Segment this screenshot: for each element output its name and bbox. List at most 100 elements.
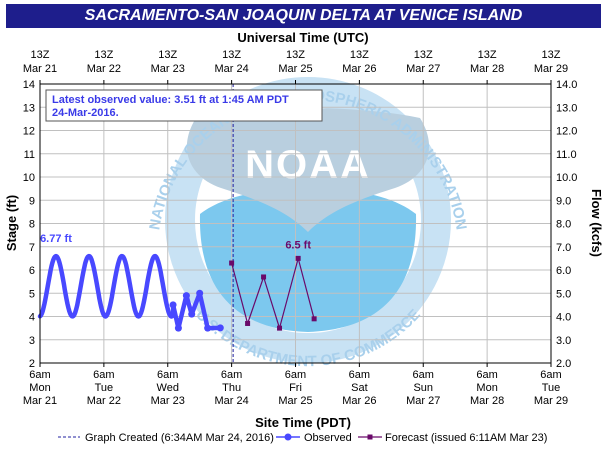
- chart-title: SACRAMENTO-SAN JOAQUIN DELTA AT VENICE I…: [6, 4, 601, 28]
- x-axis-title: Site Time (PDT): [255, 415, 351, 430]
- y2-tick-label: 6.0: [556, 265, 571, 277]
- y2-tick-label: 2.0: [556, 358, 571, 370]
- x-tick-label: 6am: [540, 369, 561, 381]
- y2-tick-label: 3.0: [556, 335, 571, 347]
- top-tick-label: Mar 25: [278, 63, 312, 75]
- y2-tick-label: 4.0: [556, 312, 571, 324]
- y2-tick-label: 8.0: [556, 219, 571, 231]
- x-tick-label: Wed: [157, 382, 179, 394]
- top-tick-label: Mar 28: [470, 63, 504, 75]
- x-tick-label: Mar 23: [151, 395, 185, 407]
- x-tick-label: Mar 25: [278, 395, 312, 407]
- top-tick-label: Mar 26: [342, 63, 376, 75]
- y2-tick-label: 7.0: [556, 242, 571, 254]
- observed-point: [182, 292, 190, 300]
- x-tick-label: 6am: [285, 369, 306, 381]
- watermark-logo-text: NOAA: [245, 143, 371, 187]
- x-tick-label: Tue: [95, 382, 114, 394]
- y-tick-label: 8: [29, 219, 35, 231]
- x-tick-label: 6am: [476, 369, 497, 381]
- x-tick-label: 6am: [349, 369, 370, 381]
- watermark-water: [199, 189, 417, 332]
- top-tick-label: 13Z: [350, 49, 369, 61]
- y-tick-label: 7: [29, 242, 35, 254]
- y-tick-label: 3: [29, 335, 35, 347]
- top-tick-label: Mar 23: [151, 63, 185, 75]
- y-tick-label: 4: [29, 312, 35, 324]
- y-tick-label: 5: [29, 288, 35, 300]
- top-tick-label: Mar 22: [87, 63, 121, 75]
- x-tick-label: Mar 21: [23, 395, 57, 407]
- legend-forecast-marker: [367, 434, 373, 440]
- x-tick-label: Mon: [29, 382, 50, 394]
- watermark-gull: [186, 108, 430, 232]
- y-tick-label: 10: [23, 172, 35, 184]
- observed-series-line: [37, 253, 223, 331]
- top-tick-label: Mar 27: [406, 63, 440, 75]
- x-tick-label: 6am: [157, 369, 178, 381]
- top-axis-title: Universal Time (UTC): [237, 30, 368, 45]
- top-tick-label: Mar 24: [215, 63, 249, 75]
- forecast-point: [295, 255, 301, 261]
- y-tick-label: 2: [29, 358, 35, 370]
- latest-value-box: [45, 89, 323, 122]
- y2-tick-label: 5.0: [556, 288, 571, 300]
- x-tick-label: 6am: [29, 369, 50, 381]
- top-tick-label: 13Z: [286, 49, 305, 61]
- x-tick-label: Mar 22: [87, 395, 121, 407]
- x-tick-label: Mar 29: [534, 395, 568, 407]
- y2-tick-label: 9.0: [556, 195, 571, 207]
- y2-tick-label: 13.0: [556, 102, 577, 114]
- top-tick-label: 13Z: [542, 49, 561, 61]
- observed-point: [188, 310, 196, 318]
- y-tick-label: 12: [23, 126, 35, 138]
- observed-point: [169, 301, 177, 309]
- y2-tick-label: 11.0: [556, 149, 577, 161]
- top-tick-label: 13Z: [158, 49, 177, 61]
- forecast-point: [245, 320, 251, 326]
- forecast-point: [277, 325, 283, 331]
- y-tick-label: 13: [23, 102, 35, 114]
- x-tick-label: Mar 24: [215, 395, 249, 407]
- latest-value-line1: Latest observed value: 3.51 ft at 1:45 A…: [52, 94, 289, 106]
- legend-observed-label: Observed: [304, 432, 352, 444]
- forecast-point: [229, 260, 235, 266]
- x-tick-label: Mar 28: [470, 395, 504, 407]
- y-axis-title: Stage (ft): [4, 195, 19, 251]
- y2-axis-title: Flow (kcfs): [589, 189, 604, 257]
- x-tick-label: Tue: [542, 382, 561, 394]
- y-tick-label: 11: [24, 149, 35, 161]
- y2-tick-label: 12.0: [556, 126, 577, 138]
- y-tick-label: 9: [29, 195, 35, 207]
- legend-forecast-label: Forecast (issued 6:11AM Mar 23): [385, 432, 547, 444]
- top-tick-label: 13Z: [222, 49, 241, 61]
- x-tick-label: Sat: [351, 382, 368, 394]
- observed-point: [216, 324, 224, 332]
- x-tick-label: 6am: [93, 369, 114, 381]
- x-tick-label: 6am: [221, 369, 242, 381]
- x-tick-label: Sun: [413, 382, 433, 394]
- x-tick-label: Fri: [289, 382, 302, 394]
- top-tick-label: 13Z: [478, 49, 497, 61]
- y2-tick-label: 14.0: [556, 79, 577, 91]
- forecast-series-line: [231, 256, 315, 331]
- legend-graph-created-label: Graph Created (6:34AM Mar 24, 2016): [85, 432, 274, 444]
- observed-point: [204, 324, 212, 332]
- x-tick-label: Thu: [222, 382, 241, 394]
- y-tick-label: 6: [29, 265, 35, 277]
- x-tick-label: Mar 27: [406, 395, 440, 407]
- top-tick-label: 13Z: [414, 49, 433, 61]
- legend-observed-marker: [284, 433, 292, 441]
- x-tick-label: Mon: [476, 382, 497, 394]
- forecast-point: [261, 274, 267, 280]
- top-tick-label: Mar 29: [534, 63, 568, 75]
- latest-value-line2: 24-Mar-2016.: [52, 107, 119, 119]
- x-tick-label: 6am: [413, 369, 434, 381]
- observed-point: [196, 289, 204, 297]
- top-tick-label: Mar 21: [23, 63, 57, 75]
- y2-tick-label: 10.0: [556, 172, 577, 184]
- x-tick-label: Mar 26: [342, 395, 376, 407]
- observed-peak-label: 6.77 ft: [40, 233, 72, 245]
- observed-point: [174, 324, 182, 332]
